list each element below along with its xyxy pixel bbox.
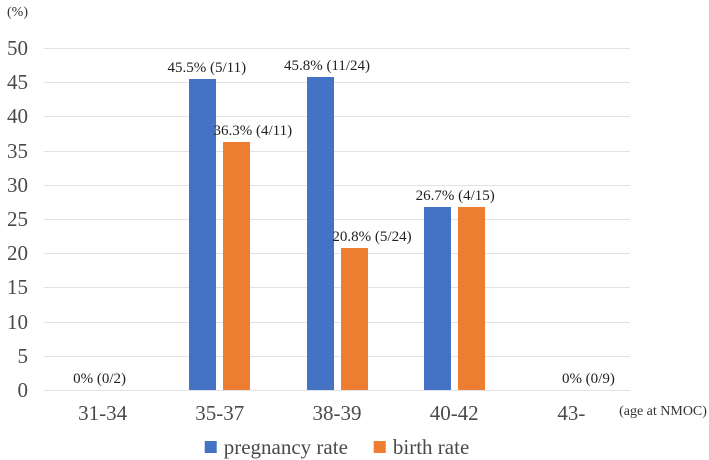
data-label: 45.5% (5/11) — [167, 59, 247, 76]
gridline — [44, 151, 630, 152]
gridline — [44, 116, 630, 117]
gridline — [44, 287, 630, 288]
y-axis-tick-label: 30 — [7, 173, 28, 197]
y-axis-tick-label: 15 — [7, 275, 28, 299]
x-axis-tick-label: 31-34 — [78, 401, 128, 425]
bar-birth-rate-38-39 — [340, 247, 368, 390]
x-axis-note: (age at NMOC) — [619, 404, 707, 419]
x-axis-tick-label: 40-42 — [429, 401, 479, 425]
y-axis-unit-label: (%) — [7, 5, 28, 20]
y-axis-tick-label: 5 — [17, 344, 29, 368]
data-label: 26.7% (4/15) — [415, 188, 495, 205]
x-axis-tick-label: 35-37 — [195, 401, 245, 425]
legend-item-pregnancy-rate: pregnancy rate — [204, 435, 348, 459]
data-label: 0% (0/2) — [73, 371, 127, 387]
y-axis-tick-label: 10 — [7, 310, 28, 334]
bar-birth-rate-40-42 — [457, 207, 485, 390]
gridline — [44, 356, 630, 357]
data-label: 20.8% (5/24) — [332, 228, 412, 245]
bar-birth-rate-35-37 — [223, 141, 251, 390]
bar-pregnancy-rate-38-39 — [306, 76, 334, 390]
legend-item-birth-rate: birth rate — [373, 435, 470, 459]
legend-label: birth rate — [392, 435, 470, 459]
data-label: 0% (0/9) — [561, 371, 615, 387]
y-axis-tick-label: 40 — [7, 104, 28, 128]
gridline — [44, 390, 630, 391]
y-axis-tick-label: 0 — [17, 378, 29, 402]
gridline — [44, 322, 630, 323]
gridline — [44, 253, 630, 254]
gridline — [44, 82, 630, 83]
x-axis-tick-label: 43- — [557, 401, 586, 425]
data-label: 36.3% (4/11) — [213, 122, 293, 139]
legend-label: pregnancy rate — [223, 435, 348, 459]
y-axis-tick-label: 35 — [7, 139, 28, 163]
bar-pregnancy-rate-35-37 — [189, 78, 217, 390]
y-axis-tick-label: 45 — [7, 70, 28, 94]
bar-pregnancy-rate-40-42 — [423, 207, 451, 390]
legend-swatch-icon — [373, 441, 386, 453]
gridline — [44, 219, 630, 220]
gridline — [44, 48, 630, 49]
y-axis-tick-label: 25 — [7, 207, 28, 231]
data-label: 45.8% (11/24) — [283, 57, 371, 74]
y-axis-tick-label: 20 — [7, 241, 28, 265]
legend: pregnancy rate birth rate — [204, 435, 470, 459]
x-axis-tick-label: 38-39 — [312, 401, 362, 425]
gridline — [44, 185, 630, 186]
y-axis-tick-label: 50 — [7, 36, 28, 60]
legend-swatch-icon — [204, 441, 217, 453]
